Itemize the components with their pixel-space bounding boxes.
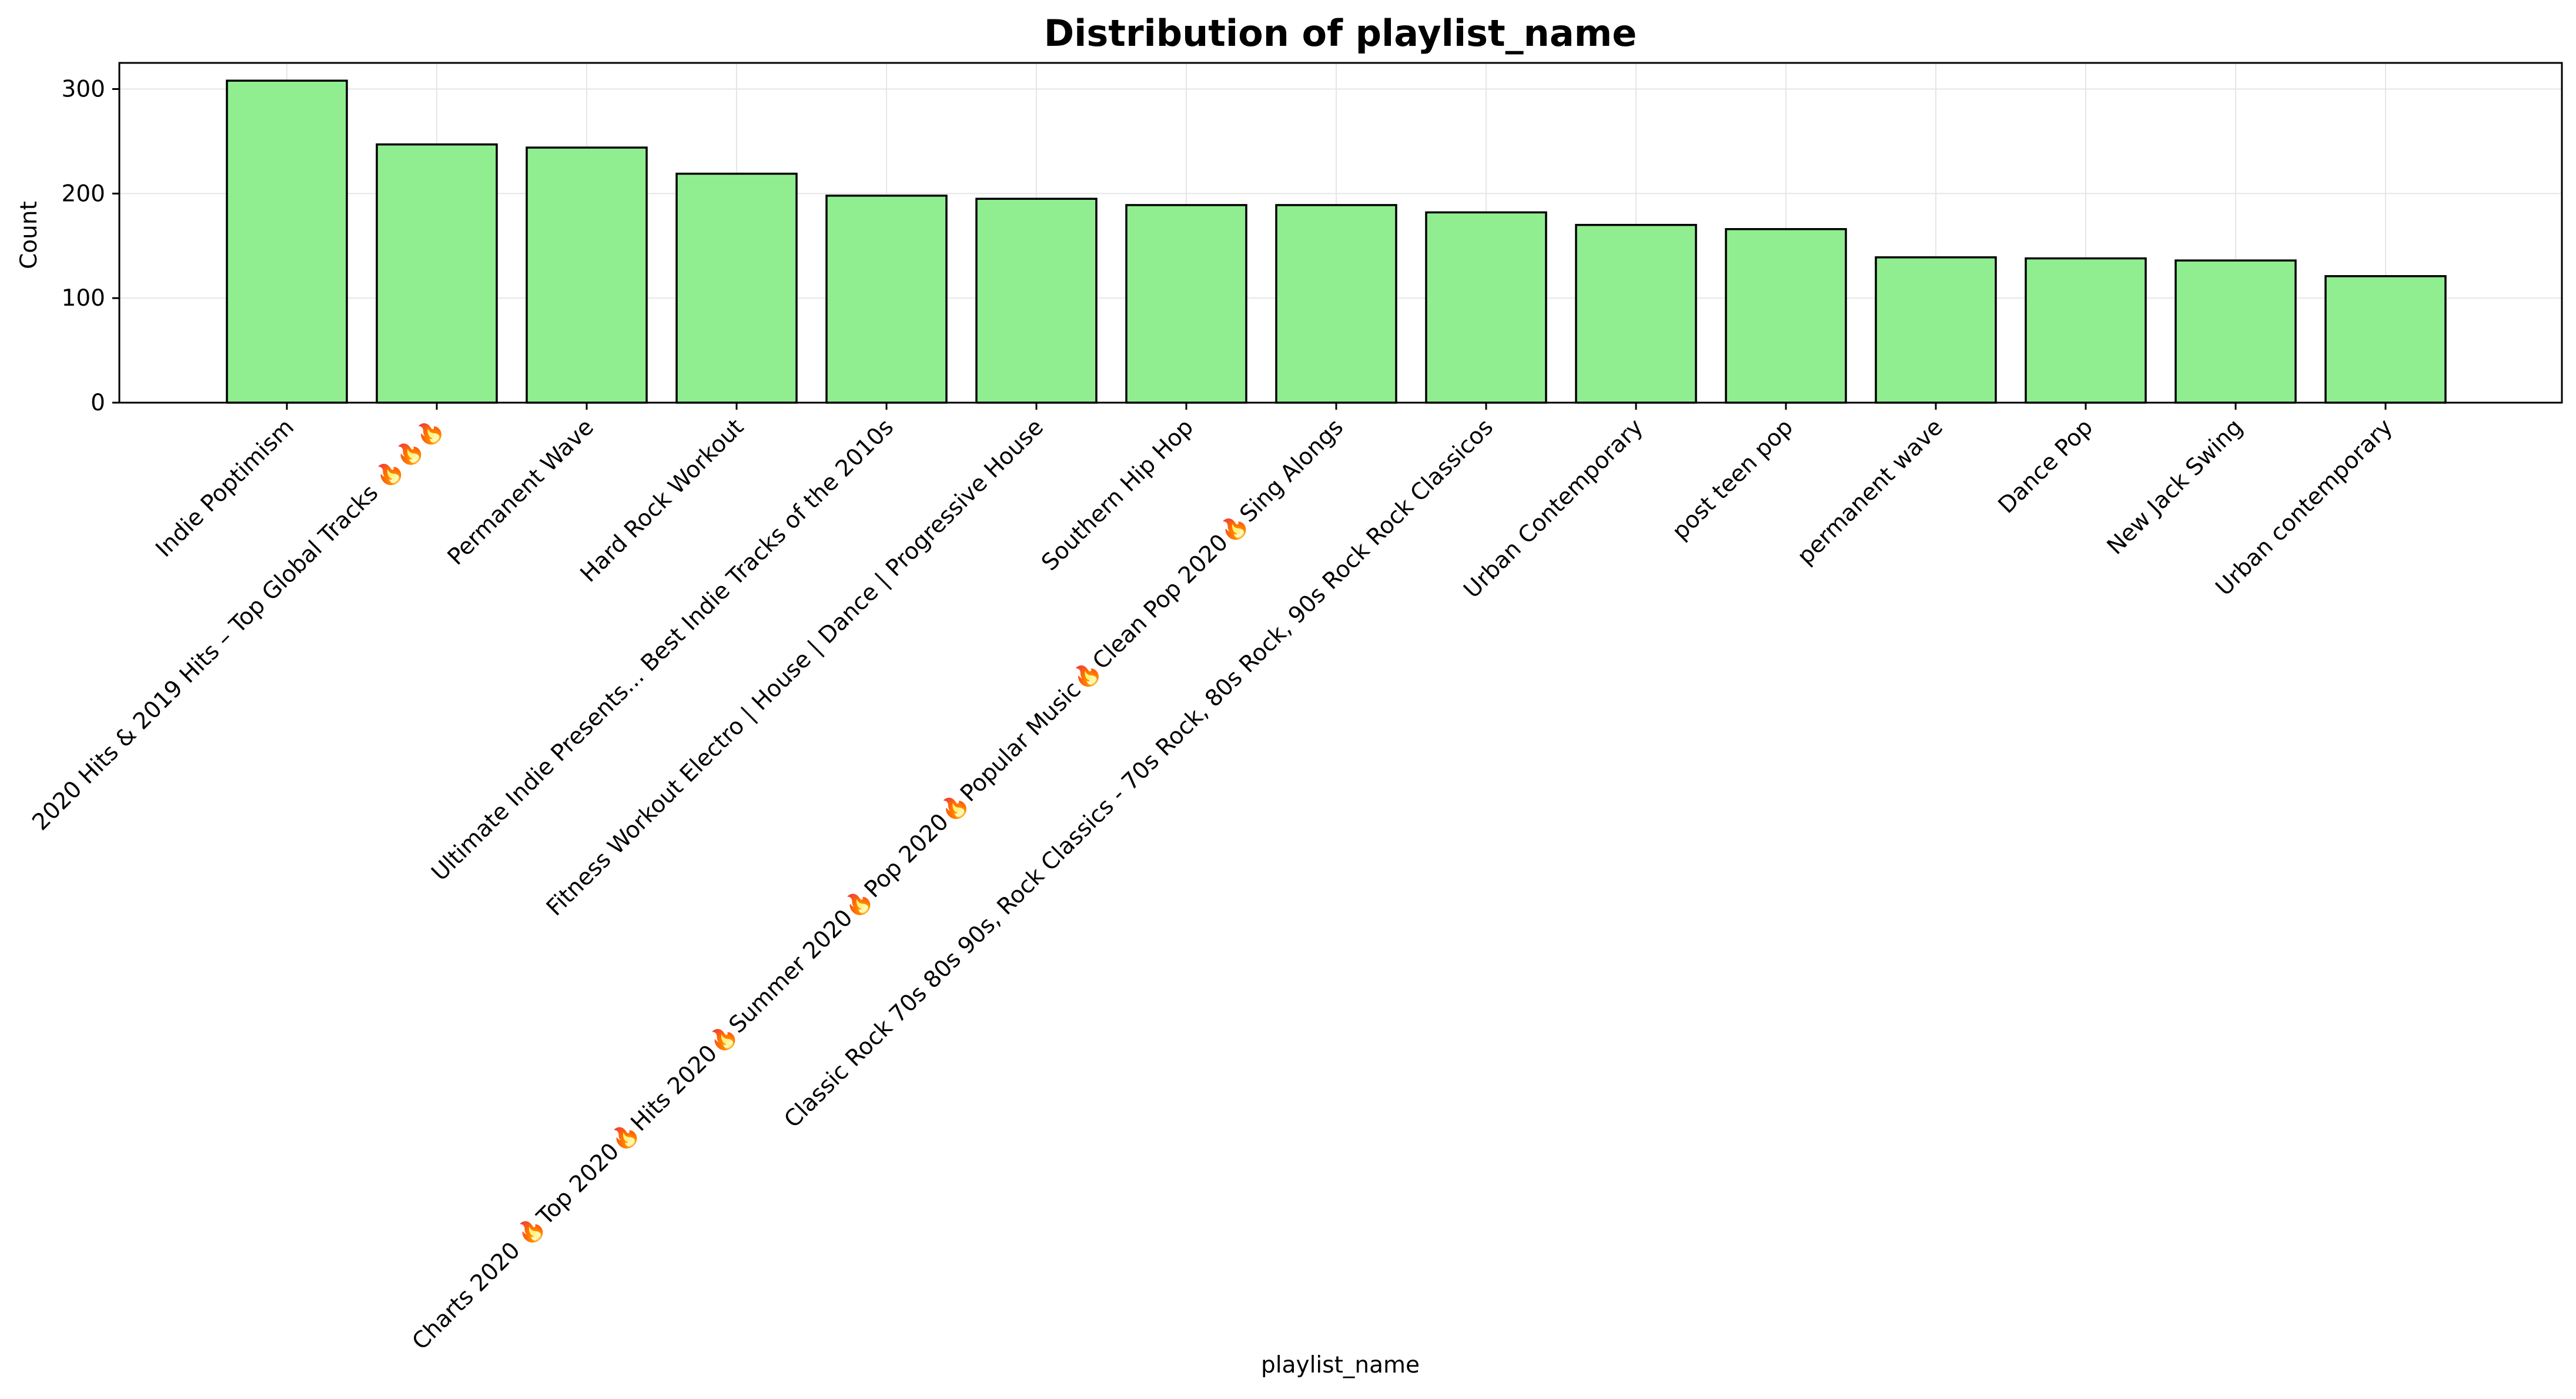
bar	[376, 143, 498, 404]
bar	[2324, 275, 2447, 404]
x-tick-label: Indie Poptimism	[150, 414, 299, 563]
y-axis-label: Count	[16, 201, 42, 269]
x-tick-label: Dance Pop	[1993, 414, 2098, 518]
bar	[975, 198, 1098, 404]
x-tick-label: permanent wave	[1792, 414, 1948, 570]
bar	[526, 146, 648, 404]
y-tick-label: 200	[62, 180, 105, 207]
bar	[1725, 228, 1847, 404]
x-tick-label: Classic Rock 70s 80s 90s, Rock Classics …	[779, 414, 1498, 1133]
bar	[1275, 204, 1397, 404]
bar	[2025, 257, 2147, 404]
bar	[1575, 223, 1697, 404]
bar	[675, 172, 798, 404]
x-tick-label: Permanent Wave	[443, 414, 599, 570]
x-tick-label: Charts 2020 🔥Top 2020🔥Hits 2020🔥Summer 2…	[407, 414, 1349, 1356]
y-tick-label: 0	[91, 390, 105, 416]
x-tick-label: post teen pop	[1667, 414, 1798, 545]
x-tick-label: New Jack Swing	[2102, 414, 2248, 560]
plot-frame	[118, 62, 2563, 404]
x-axis-label: playlist_name	[1261, 1352, 1420, 1378]
bar	[1875, 256, 1997, 404]
y-tick-label: 300	[62, 76, 105, 102]
y-axis: 0 100 200 300	[62, 76, 119, 416]
y-tick-label: 100	[62, 285, 105, 312]
bars	[226, 79, 2447, 404]
x-tick-label: Hard Rock Workout	[576, 414, 749, 587]
chart-title: Distribution of playlist_name	[1044, 12, 1637, 55]
x-tick-label: Urban contemporary	[2211, 414, 2398, 601]
bar	[2174, 259, 2297, 404]
bar	[1125, 204, 1247, 404]
x-tick-label: Fitness Workout Electro | House | Dance …	[541, 414, 1049, 921]
bar	[226, 79, 348, 404]
bar	[1425, 211, 1547, 404]
x-tick-label: Southern Hip Hop	[1036, 414, 1199, 576]
bar	[825, 195, 948, 404]
